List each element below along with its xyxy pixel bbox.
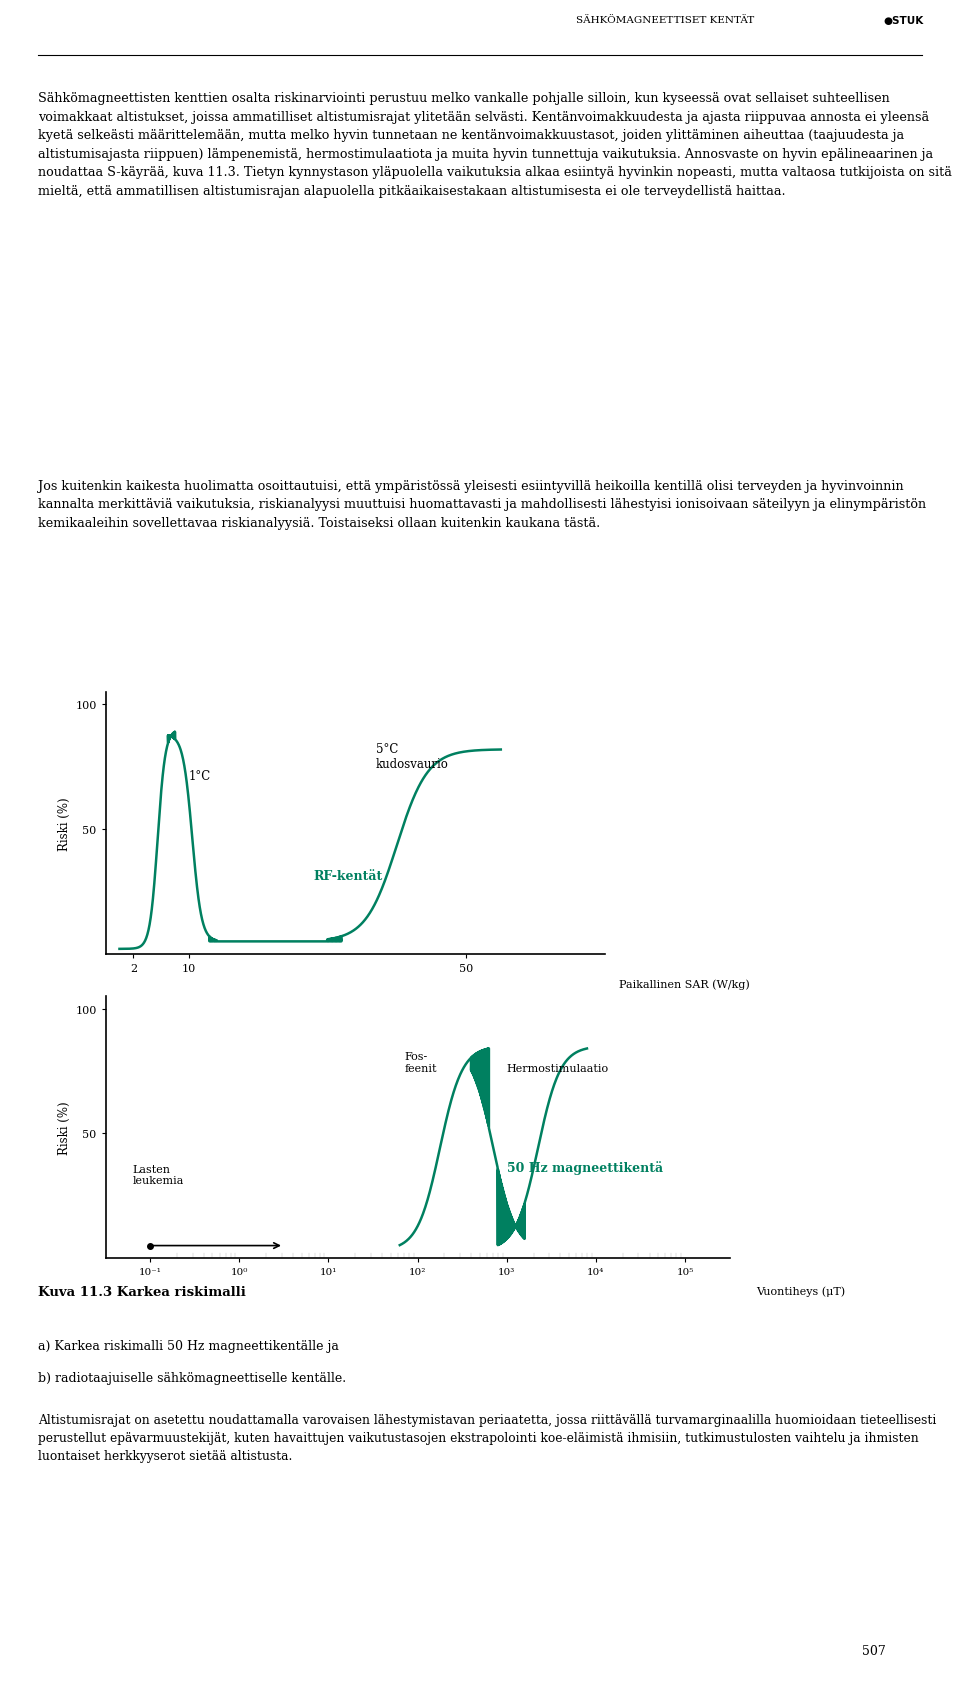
Text: Sähkömagneettisten kenttien osalta riskinarviointi perustuu melko vankalle pohja: Sähkömagneettisten kenttien osalta riski… [38,91,952,198]
Text: 50 Hz magneettikentä: 50 Hz magneettikentä [507,1160,662,1174]
Text: Fos-
feenit: Fos- feenit [404,1052,437,1073]
Text: Altistumisrajat on asetettu noudattamalla varovaisen lähestymistavan periaatetta: Altistumisrajat on asetettu noudattamall… [38,1414,937,1463]
Text: Kuva 11.3 Karkea riskimalli: Kuva 11.3 Karkea riskimalli [38,1285,247,1297]
Text: Jos kuitenkin kaikesta huolimatta osoittautuisi, että ympäristössä yleisesti esi: Jos kuitenkin kaikesta huolimatta osoitt… [38,480,926,530]
Y-axis label: Riski (%): Riski (%) [58,797,71,850]
Text: 5°C
kudosvaurio: 5°C kudosvaurio [376,741,449,770]
Text: b) radiotaajuiselle sähkömagneettiselle kentälle.: b) radiotaajuiselle sähkömagneettiselle … [38,1371,347,1385]
Text: a) Karkea riskimalli 50 Hz magneettikentälle ja: a) Karkea riskimalli 50 Hz magneettikent… [38,1339,339,1353]
Text: RF-kentät: RF-kentät [314,870,383,882]
Text: Lasten
leukemia: Lasten leukemia [132,1164,183,1186]
Text: 507: 507 [862,1645,885,1657]
Text: ●STUK: ●STUK [883,15,924,25]
Y-axis label: Riski (%): Riski (%) [58,1101,71,1154]
Text: Vuontiheys (μT): Vuontiheys (μT) [756,1285,846,1295]
Text: SÄHKÖMAGNEETTISET KENTÄT: SÄHKÖMAGNEETTISET KENTÄT [576,17,755,25]
Text: 1°C: 1°C [189,770,211,782]
Text: Paikallinen SAR (W/kg): Paikallinen SAR (W/kg) [618,980,750,990]
Text: Hermostimulaatio: Hermostimulaatio [507,1064,609,1073]
